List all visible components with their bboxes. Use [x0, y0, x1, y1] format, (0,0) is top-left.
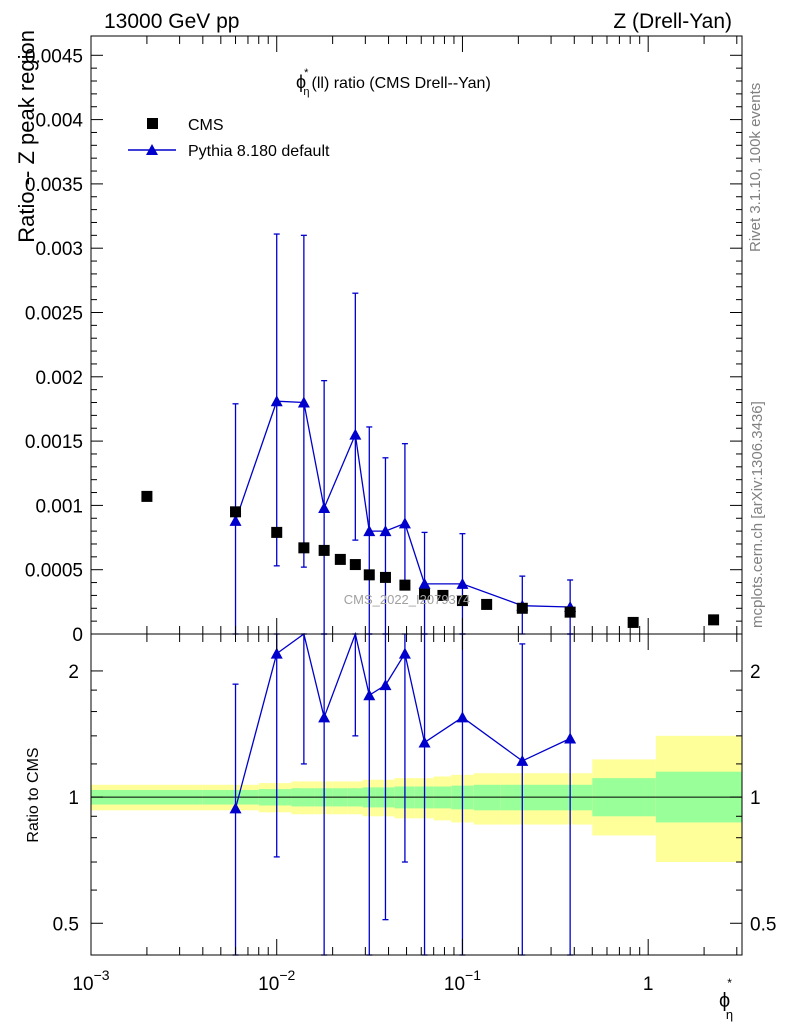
- xaxis-label: ϕ* η: [719, 976, 733, 1022]
- main-ytick-label: 0.002: [35, 368, 83, 389]
- main-ytick-label: 0.0025: [25, 303, 83, 324]
- watermark: CMS_2022_I2079374: [344, 592, 471, 607]
- ratio-ytick-label-right: 1: [750, 788, 761, 809]
- ratio-point: [229, 802, 242, 814]
- main-ytick-label: 0.003: [35, 239, 83, 260]
- main-ylabel: Ratio -- Z peak region: [14, 30, 39, 243]
- pythia-point: [379, 525, 392, 537]
- legend-pythia-label: Pythia 8.180 default: [188, 143, 330, 160]
- legend: CMS Pythia 8.180 default: [128, 117, 330, 160]
- cms-point: [271, 526, 283, 538]
- xtick-label: 10−3: [72, 967, 109, 995]
- cms-point: [481, 598, 493, 610]
- ratio-point: [318, 711, 331, 723]
- ratio-point: [516, 754, 529, 766]
- xtick-label: 10−2: [258, 967, 295, 995]
- cms-point: [318, 544, 330, 556]
- ratio-ytick-label-right: 2: [750, 662, 761, 683]
- header-left: 13000 GeV pp: [104, 10, 239, 33]
- mcplots-label: mcplots.cern.ch [arXiv:1306.3436]: [749, 401, 766, 628]
- cms-point: [298, 542, 310, 554]
- xtick-label: 10−1: [444, 967, 481, 995]
- cms-point: [564, 606, 576, 618]
- legend-cms-marker: [147, 118, 158, 129]
- cms-point: [141, 490, 153, 502]
- main-ytick-label: 0: [72, 625, 83, 646]
- pythia-point: [349, 428, 362, 440]
- ratio-frame: [90, 633, 743, 956]
- ratio-point: [379, 679, 392, 691]
- cms-point: [437, 589, 449, 601]
- ratio-ytick-label: 1: [68, 788, 79, 809]
- ratio-ytick-label-right: 0.5: [750, 914, 776, 935]
- ratio-ylabel: Ratio to CMS: [25, 747, 42, 842]
- cms-point: [456, 595, 468, 607]
- main-ytick-label: 0.0005: [25, 561, 83, 582]
- main-ytick-label: 0.0045: [25, 46, 83, 67]
- ratio-point: [418, 736, 431, 748]
- cms-point: [363, 569, 375, 581]
- cms-point: [379, 571, 391, 583]
- header-right: Z (Drell-Yan): [613, 10, 732, 33]
- cms-point: [349, 559, 361, 571]
- ratio-point: [564, 732, 577, 744]
- ratio-plot-area: 0.5 0.5 1 1 2 2 10−3 10−2 10−1 1: [53, 631, 776, 995]
- main-ytick-label: 0.001: [35, 496, 83, 517]
- main-ytick-label: 0.004: [35, 111, 83, 132]
- pythia-point: [363, 525, 376, 537]
- cms-point: [627, 616, 639, 628]
- pythia-point: [398, 517, 411, 529]
- series-pythia-line: [234, 400, 571, 608]
- ratio-point: [363, 689, 376, 701]
- pythia-point: [318, 501, 331, 513]
- cms-point: [334, 553, 346, 565]
- pythia-point: [297, 396, 310, 408]
- legend-pythia-marker: [146, 144, 158, 155]
- cms-point: [230, 506, 242, 518]
- ratio-ytick-label: 2: [68, 662, 79, 683]
- pythia-point: [418, 577, 431, 589]
- ratio-point: [456, 711, 469, 723]
- main-plot-area: 0 0.0005 0.001 0.0015 0.002 0.0025 0.003 0.0035…: [25, 35, 743, 646]
- pythia-point: [270, 395, 283, 407]
- ratio-point: [398, 647, 411, 659]
- main-ytick-label: 0.0035: [25, 175, 83, 196]
- ratio-uncertainty-bands: [91, 735, 742, 863]
- cms-point: [419, 588, 431, 600]
- ratio-point: [270, 647, 283, 659]
- cms-point: [399, 579, 411, 591]
- cms-point: [516, 602, 528, 614]
- main-title: ϕ* η (ll) ratio (CMS Drell--Yan): [296, 67, 491, 98]
- ratio-ytick-label: 0.5: [53, 914, 79, 935]
- legend-cms-label: CMS: [188, 117, 224, 134]
- xtick-label: 1: [643, 974, 654, 995]
- ratio-pythia-line: [234, 631, 571, 809]
- cms-point: [708, 614, 720, 626]
- rivet-label: Rivet 3.1.10, 100k events: [747, 83, 764, 252]
- main-ytick-label: 0.0015: [25, 432, 83, 453]
- pythia-point: [229, 514, 242, 526]
- pythia-point: [456, 577, 469, 589]
